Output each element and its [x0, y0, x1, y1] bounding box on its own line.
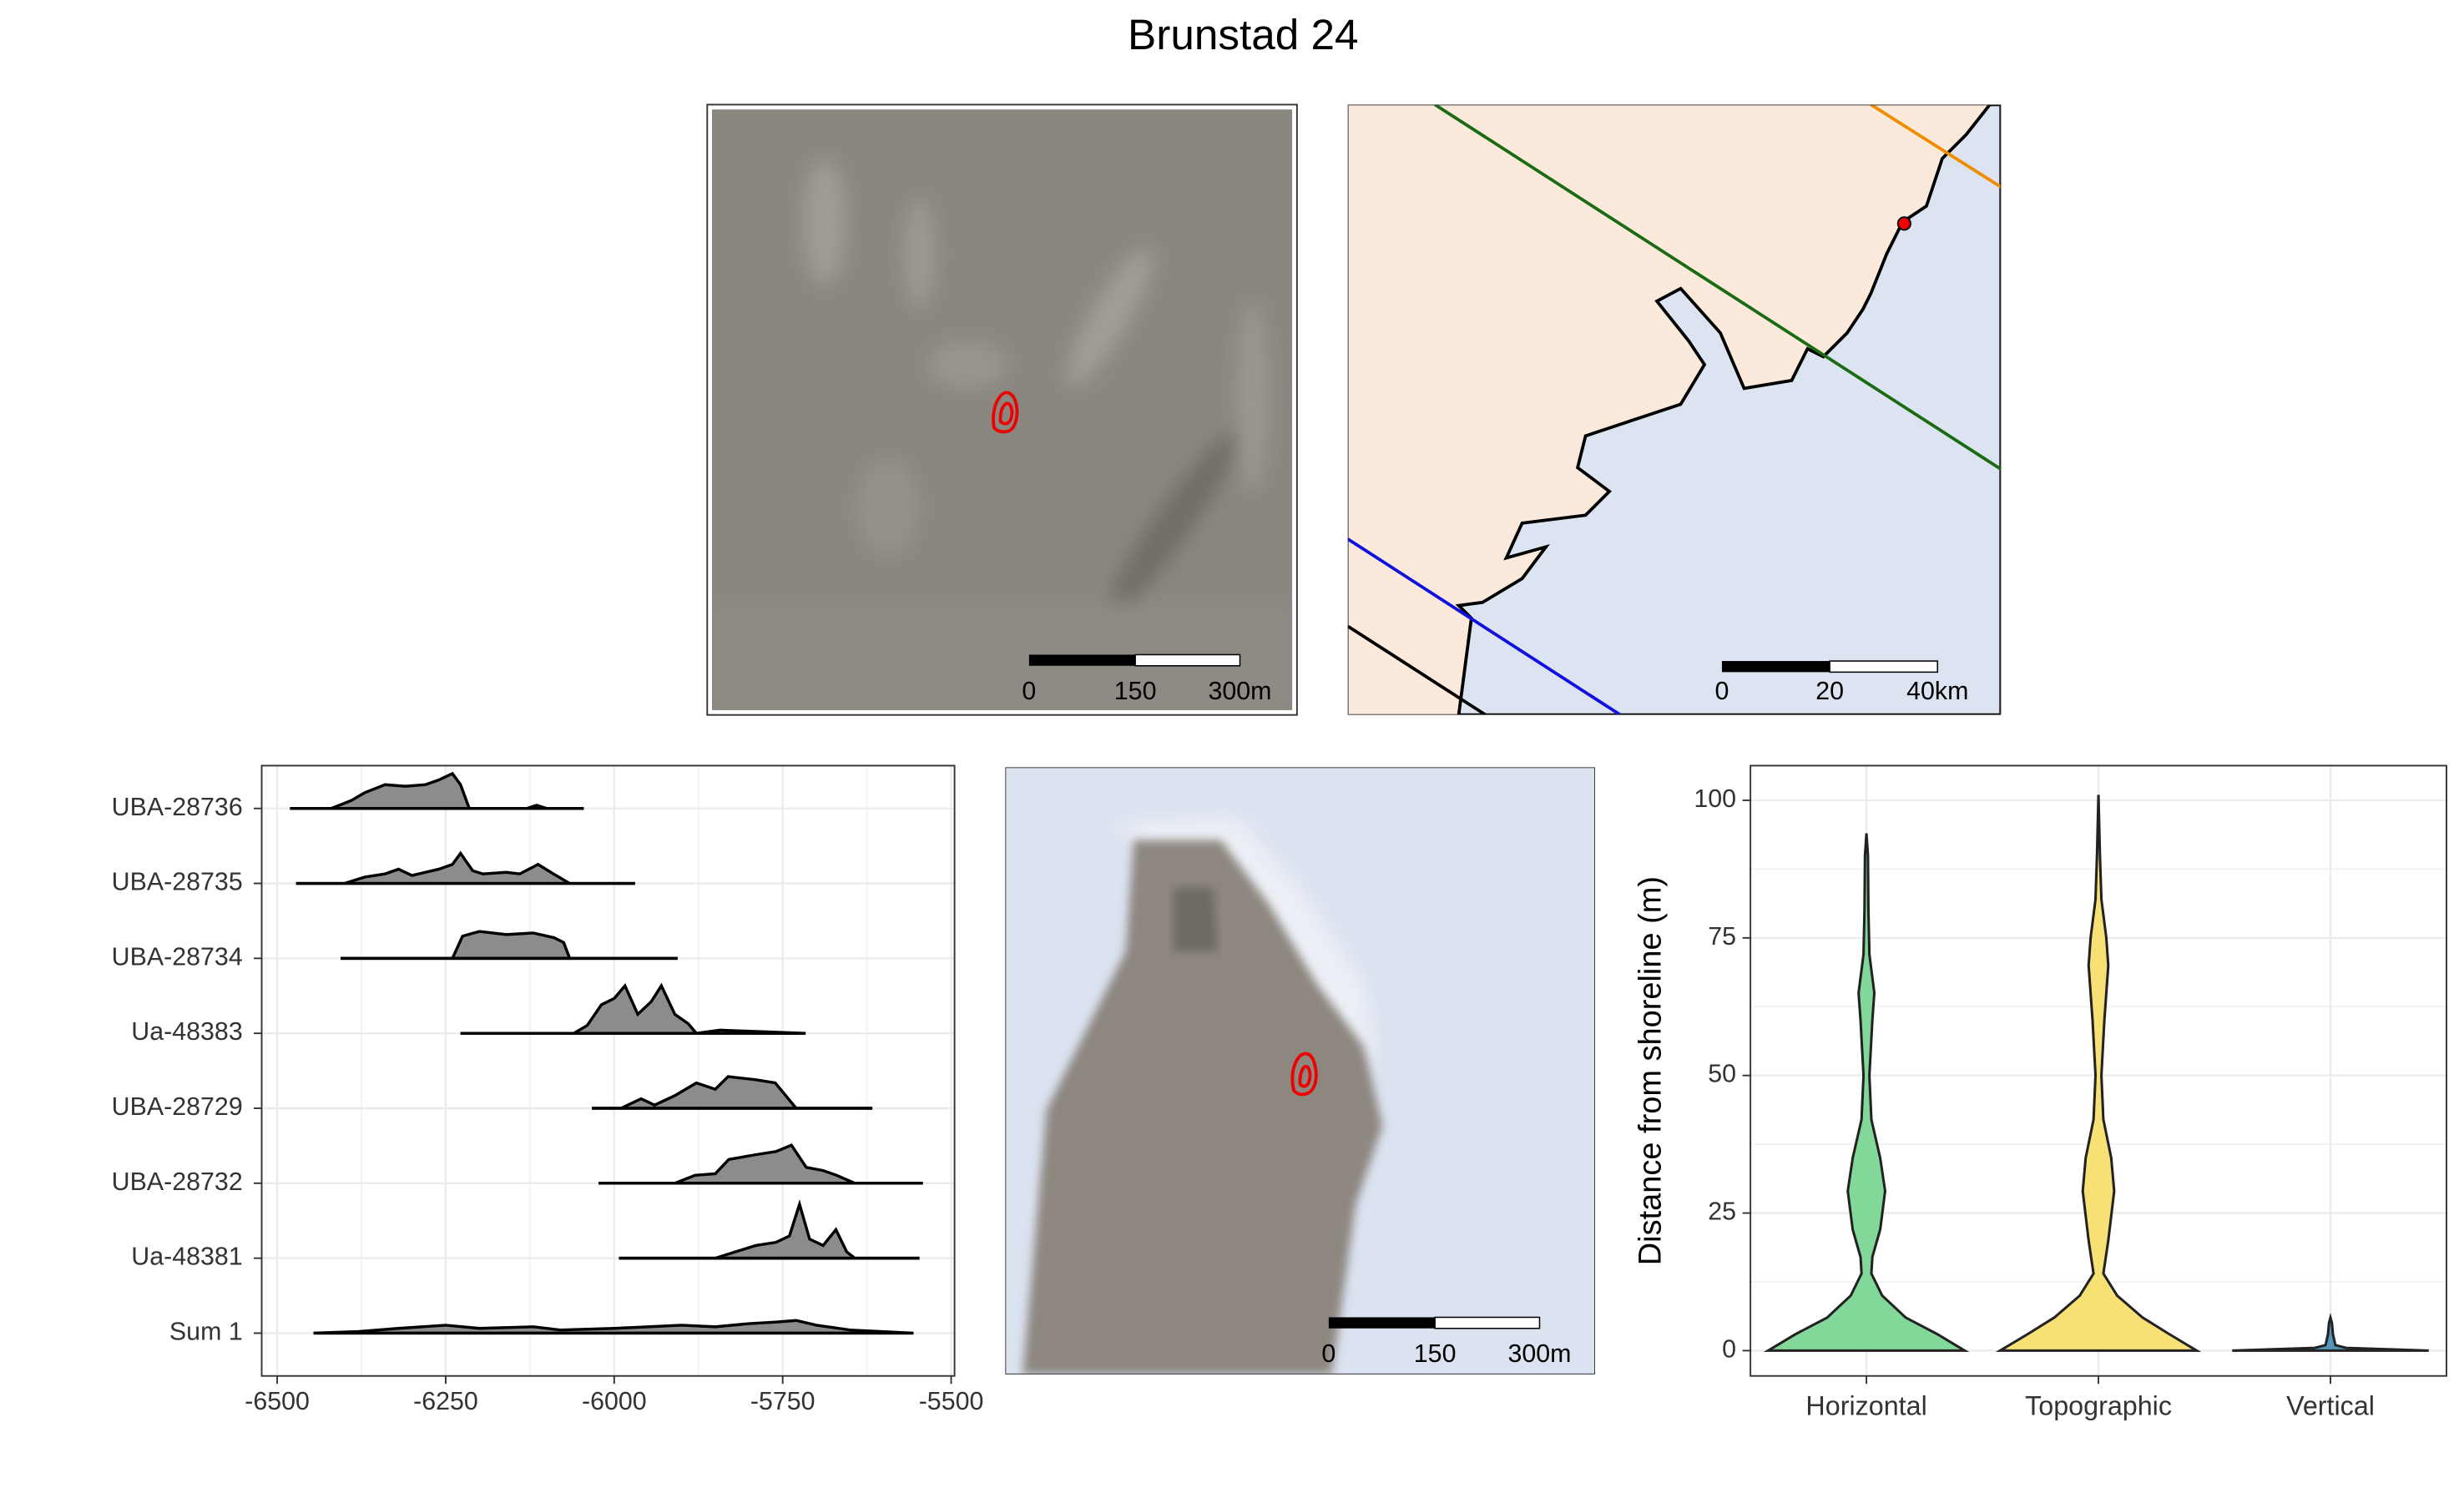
plot-border [1750, 764, 2447, 1377]
violin [1763, 833, 1970, 1352]
x-tick-label: Horizontal [1805, 1390, 1926, 1420]
scale-label: 0 [1321, 1339, 1336, 1368]
scale-label: 300m [1508, 1339, 1572, 1368]
y-tick-label: UBA-28734 [112, 942, 243, 971]
density [290, 771, 584, 810]
scale-label: 150 [1114, 677, 1157, 705]
density [460, 982, 806, 1036]
y-tick-label: 0 [1722, 1334, 1736, 1363]
plot-border [260, 764, 956, 1377]
x-tick-label: -5500 [919, 1387, 984, 1415]
y-tick-label: Ua-48383 [131, 1017, 242, 1046]
scale-label: 300m [1209, 677, 1272, 705]
figure-title: Brunstad 24 [1128, 11, 1358, 58]
y-tick-label: 100 [1694, 784, 1736, 813]
violin [2232, 1312, 2429, 1352]
y-tick-label: Sum 1 [169, 1317, 243, 1345]
overview-map [1347, 104, 2002, 715]
scale-label: 20 [1815, 677, 1844, 705]
density [313, 1319, 914, 1335]
y-tick-label: UBA-28732 [112, 1168, 243, 1196]
y-tick-label: UBA-28729 [112, 1092, 243, 1121]
y-tick-label: Ua-48381 [131, 1243, 242, 1271]
x-tick-label: -6250 [413, 1387, 478, 1415]
y-tick-label: UBA-28735 [112, 868, 243, 896]
hillshade-map [706, 103, 1298, 716]
x-tick-label: -5750 [750, 1387, 815, 1415]
plot-area [261, 765, 955, 1376]
local-map [1005, 767, 1595, 1374]
x-tick-label: Vertical [2286, 1390, 2375, 1420]
density [295, 850, 635, 885]
y-tick-label: 25 [1708, 1198, 1736, 1226]
y-tick-label: 50 [1708, 1060, 1736, 1088]
violin [1995, 794, 2202, 1352]
scale-label: 0 [1714, 677, 1729, 705]
y-axis-title: Distance from shoreline (m) [1633, 876, 1668, 1265]
x-tick-label: -6500 [245, 1387, 310, 1415]
scale-label: 150 [1414, 1339, 1457, 1368]
x-tick-label: Topographic [2025, 1390, 2172, 1420]
y-tick-label: 75 [1708, 922, 1736, 951]
y-tick-label: UBA-28736 [112, 793, 243, 821]
scale-label: 0 [1022, 677, 1036, 705]
x-tick-label: -6000 [582, 1387, 647, 1415]
scale-label: 40km [1906, 677, 1968, 705]
